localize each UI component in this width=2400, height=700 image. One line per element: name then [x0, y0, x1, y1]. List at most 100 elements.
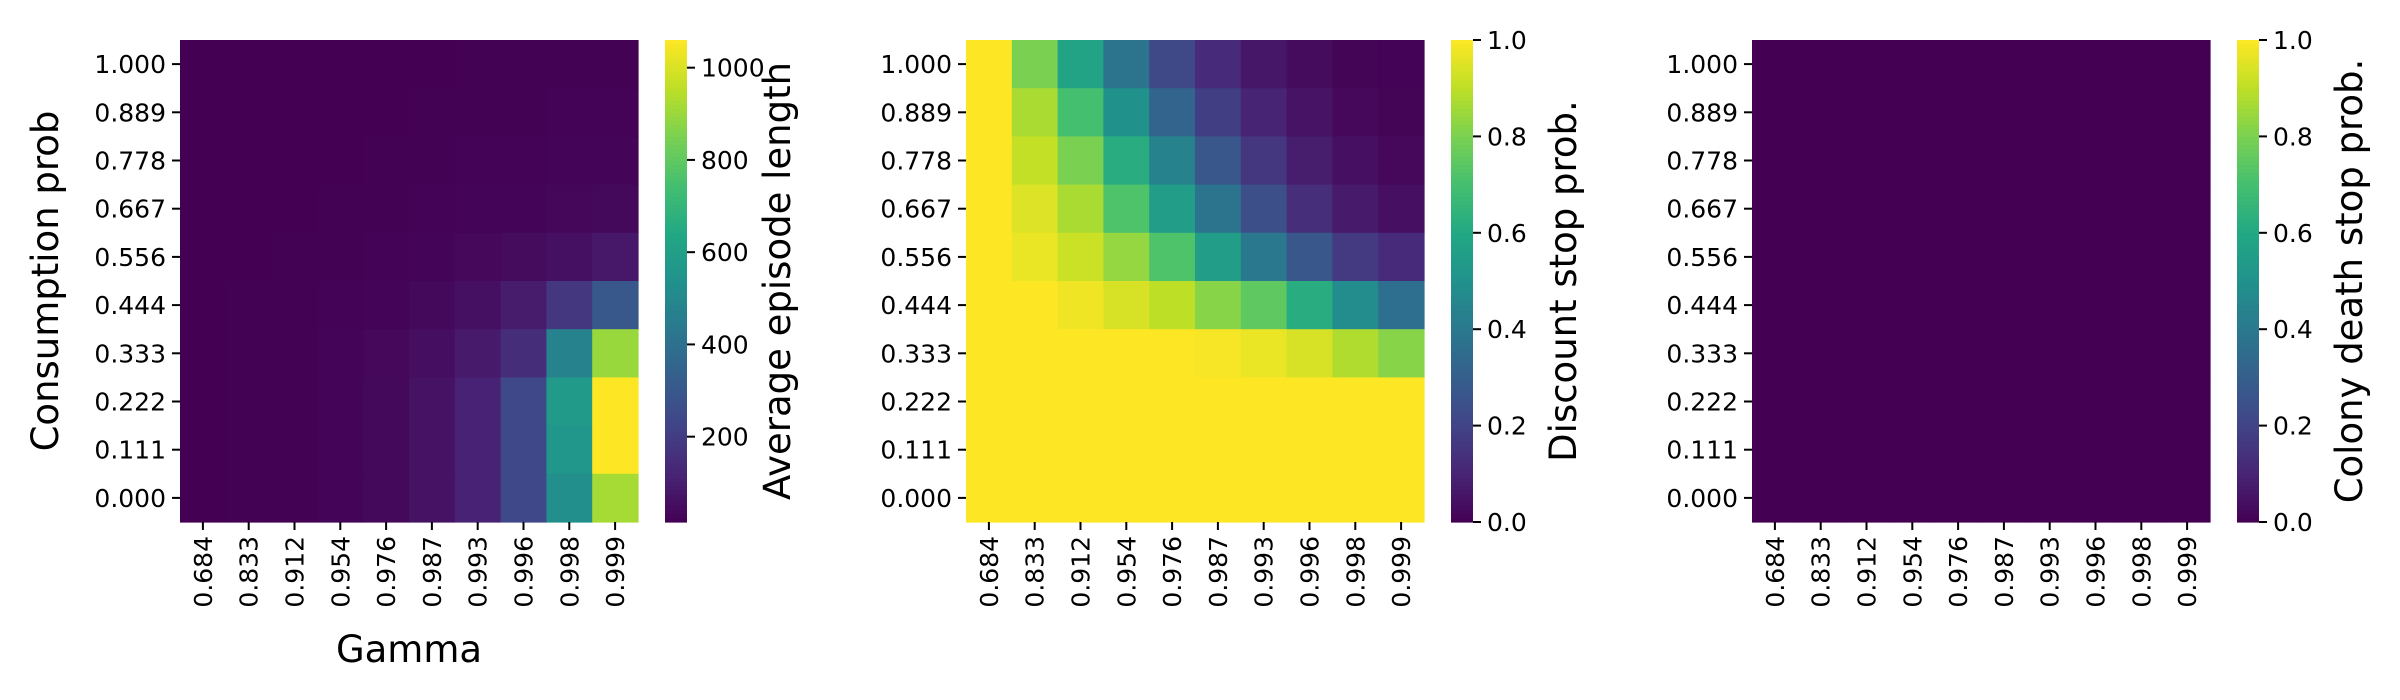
heatmap-cell-r2-c9: [2164, 136, 2211, 186]
colorbar-gradient-step: [2237, 293, 2259, 298]
colorbar-gradient-step: [665, 437, 687, 443]
heatmap-cell-r5-c9: [592, 281, 639, 330]
colorbar-gradient-step: [2237, 517, 2259, 523]
colorbar-gradient-step: [1451, 509, 1473, 515]
heatmap-cell-r9-c7: [2072, 473, 2119, 523]
colorbar-gradient-step: [2237, 333, 2259, 338]
colorbar-gradient-step: [2237, 92, 2259, 97]
colorbar-gradient-step: [1451, 212, 1473, 218]
colorbar-gradient-step: [665, 513, 687, 519]
colorbar-gradient-step: [2237, 389, 2259, 395]
colorbar-gradient-step: [665, 281, 687, 286]
heatmap-cell-r4-c0: [966, 232, 1013, 282]
colorbar-gradient-step: [665, 401, 687, 407]
heatmap-cell-r5-c9: [2164, 281, 2211, 330]
heatmap-cell-r3-c0: [1752, 184, 1799, 234]
heatmap-cell-r2-c0: [966, 136, 1013, 186]
colorbar-gradient-step: [665, 72, 687, 77]
heatmap-cell-r3-c8: [546, 184, 593, 234]
colorbar-gradient-step: [665, 425, 687, 431]
colorbar-gradient-step: [2237, 160, 2259, 166]
heatmap-cell-r7-c3: [1103, 377, 1150, 427]
heatmap-cell-r0-c5: [409, 40, 456, 89]
colorbar-gradient-step: [1451, 433, 1473, 439]
x-tick-label: 0.833: [1021, 536, 1050, 608]
heatmap-cell-r1-c3: [1103, 88, 1150, 137]
colorbar-gradient-step: [2237, 256, 2259, 262]
heatmap-cell-r3-c3: [1889, 184, 1936, 234]
heatmap-cell-r0-c7: [500, 40, 547, 89]
heatmap-cell-r3-c7: [1286, 184, 1333, 234]
colorbar-gradient-step: [2237, 425, 2259, 431]
colorbar-gradient-step: [665, 236, 687, 242]
heatmap-cell-r6-c8: [2118, 329, 2165, 378]
heatmap-cell-r2-c6: [1240, 136, 1288, 186]
colorbar-gradient-step: [1451, 128, 1473, 133]
heatmap-cell-r0-c1: [1797, 40, 1845, 89]
colorbar-gradient-step: [1451, 457, 1473, 463]
heatmap-cell-r7-c8: [546, 377, 593, 427]
heatmap-cell-r4-c5: [1195, 232, 1242, 282]
heatmap-cell-r0-c8: [1332, 40, 1379, 89]
x-tick-label: 0.976: [1944, 536, 1973, 608]
colorbar-gradient-step: [665, 192, 687, 198]
heatmap-cell-r9-c2: [271, 473, 318, 523]
heatmap-cell-r5-c1: [1011, 281, 1059, 330]
heatmap-cell-r7-c2: [1843, 377, 1890, 427]
colorbar-gradient-step: [1451, 84, 1473, 89]
heatmap-cell-r2-c5: [1195, 136, 1242, 186]
colorbar-gradient-step: [2237, 285, 2259, 290]
colorbar-gradient-step: [665, 248, 687, 254]
colorbar-gradient-step: [665, 188, 687, 194]
heatmap-cell-r1-c9: [592, 88, 639, 137]
colorbar-gradient-step: [1451, 164, 1473, 170]
heatmap-cell-r1-c2: [1843, 88, 1890, 137]
colorbar-gradient-step: [665, 100, 687, 105]
heatmap-cell-r5-c8: [2118, 281, 2165, 330]
y-tick-label: 1.000: [94, 50, 166, 79]
colorbar-gradient-step: [1451, 260, 1473, 266]
heatmap-cell-r7-c6: [2026, 377, 2074, 427]
colorbar-gradient-step: [1451, 144, 1473, 150]
y-tick-label: 0.222: [880, 388, 952, 417]
heatmap-cell-r0-c2: [1057, 40, 1104, 89]
colorbar-gradient-step: [2237, 140, 2259, 146]
colorbar-gradient-step: [1451, 405, 1473, 411]
colorbar-gradient-step: [665, 232, 687, 238]
colorbar-gradient-step: [665, 120, 687, 125]
heatmap-cell-r9-c6: [454, 473, 502, 523]
colorbar-gradient-step: [1451, 176, 1473, 182]
colorbar-gradient-step: [665, 80, 687, 85]
colorbar-gradient-step: [1451, 200, 1473, 206]
heatmap-cell-r7-c3: [1889, 377, 1936, 427]
colorbar-gradient-step: [665, 481, 687, 487]
heatmap-cell-r0-c3: [1889, 40, 1936, 89]
heatmap-cell-r7-c6: [1240, 377, 1288, 427]
heatmap-cell-r8-c6: [454, 425, 502, 475]
heatmap-cell-r5-c4: [1935, 281, 1982, 330]
heatmap-cell-r4-c8: [546, 232, 593, 282]
colorbar-gradient-step: [1451, 469, 1473, 475]
colorbar-gradient-step: [665, 252, 687, 258]
colorbar-gradient-step: [1451, 92, 1473, 97]
colorbar-gradient-step: [665, 124, 687, 129]
heatmap-cell-r6-c0: [180, 329, 227, 378]
x-tick-label: 0.998: [1341, 536, 1370, 608]
y-axis-title: Consumption prob: [24, 111, 67, 452]
heatmap-cell-r5-c0: [966, 281, 1013, 330]
heatmap-cell-r8-c4: [1935, 425, 1982, 475]
heatmap-cell-r9-c4: [363, 473, 410, 523]
colorbar-gradient-step: [1451, 485, 1473, 491]
colorbar-gradient-step: [1451, 385, 1473, 391]
colorbar-tick-label: 1.0: [1487, 26, 1527, 55]
colorbar-gradient-step: [665, 373, 687, 378]
heatmap-cell-r1-c3: [1889, 88, 1936, 137]
heatmap-cell-r2-c2: [271, 136, 318, 186]
heatmap-cell-r5-c2: [1843, 281, 1890, 330]
heatmap-cell-r9-c0: [180, 473, 227, 523]
colorbar-gradient-step: [2237, 385, 2259, 391]
heatmap-cell-r0-c1: [225, 40, 273, 89]
colorbar-gradient-step: [1451, 505, 1473, 511]
heatmap-cell-r6-c4: [1149, 329, 1196, 378]
